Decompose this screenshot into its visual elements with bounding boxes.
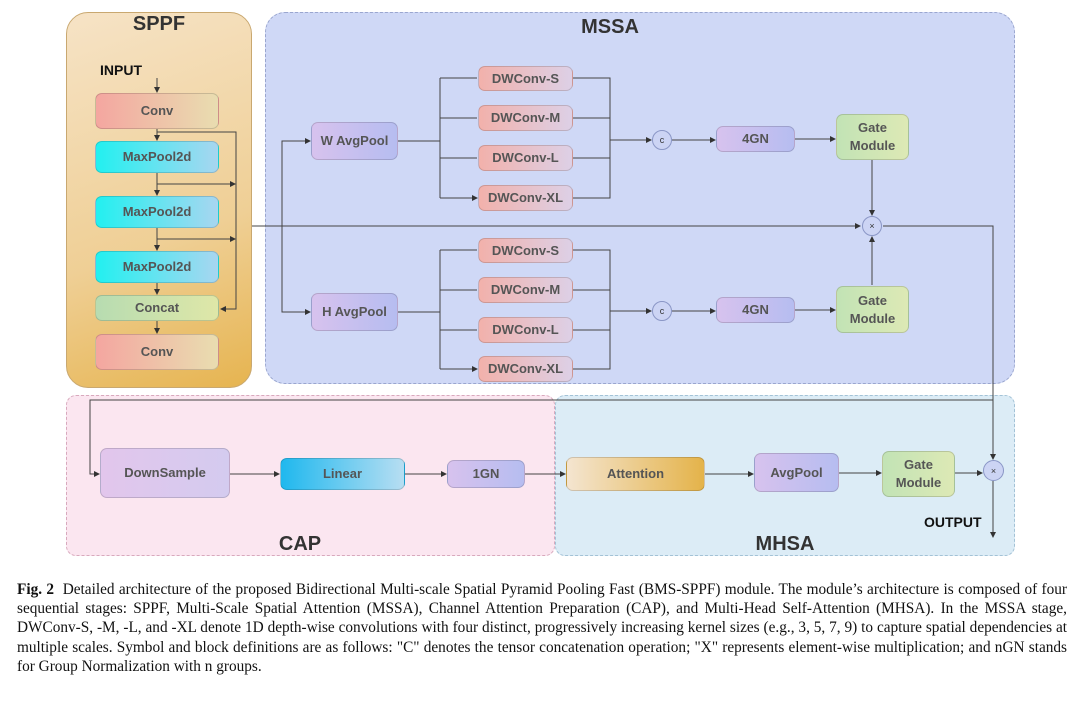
sppf-title: SPPF xyxy=(132,13,186,35)
mhsa-avgpool: AvgPool xyxy=(754,453,839,492)
caption-text: Detailed architecture of the proposed Bi… xyxy=(17,581,1067,675)
sppf-conv-1: Conv xyxy=(95,93,219,129)
upper-dwconv-m: DWConv-M xyxy=(478,105,573,131)
sppf-conv-2: Conv xyxy=(95,334,219,370)
mssa-multiply-symbol: × xyxy=(862,216,882,236)
cap-title: CAP xyxy=(278,533,322,555)
input-label: INPUT xyxy=(100,62,142,78)
upper-dwconv-xl: DWConv-XL xyxy=(478,185,573,211)
upper-4gn: 4GN xyxy=(716,126,795,152)
lower-4gn: 4GN xyxy=(716,297,795,323)
sppf-maxpool-2: MaxPool2d xyxy=(95,196,219,228)
upper-concat-symbol: c xyxy=(652,130,672,150)
caption-label: Fig. 2 xyxy=(17,581,55,598)
lower-gate-module: Gate Module xyxy=(836,286,909,333)
w-avgpool: W AvgPool xyxy=(311,122,398,160)
figure-caption: Fig. 2 Detailed architecture of the prop… xyxy=(17,580,1067,676)
1gn: 1GN xyxy=(447,460,525,488)
upper-gate-module: Gate Module xyxy=(836,114,909,160)
sppf-concat: Concat xyxy=(95,295,219,321)
lower-dwconv-s: DWConv-S xyxy=(478,238,573,263)
lower-dwconv-m: DWConv-M xyxy=(478,277,573,303)
sppf-maxpool-1: MaxPool2d xyxy=(95,141,219,173)
mhsa-title: MHSA xyxy=(755,533,815,555)
mhsa-gate-module: Gate Module xyxy=(882,451,955,497)
linear: Linear xyxy=(280,458,405,490)
lower-dwconv-l: DWConv-L xyxy=(478,317,573,343)
lower-dwconv-xl: DWConv-XL xyxy=(478,356,573,382)
h-avgpool: H AvgPool xyxy=(311,293,398,331)
sppf-maxpool-3: MaxPool2d xyxy=(95,251,219,283)
mhsa-multiply-symbol: × xyxy=(983,460,1004,481)
attention: Attention xyxy=(566,457,705,491)
upper-dwconv-l: DWConv-L xyxy=(478,145,573,171)
upper-dwconv-s: DWConv-S xyxy=(478,66,573,91)
downsample: DownSample xyxy=(100,448,230,498)
lower-concat-symbol: c xyxy=(652,301,672,321)
mssa-title: MSSA xyxy=(581,16,639,38)
output-label: OUTPUT xyxy=(924,514,982,530)
